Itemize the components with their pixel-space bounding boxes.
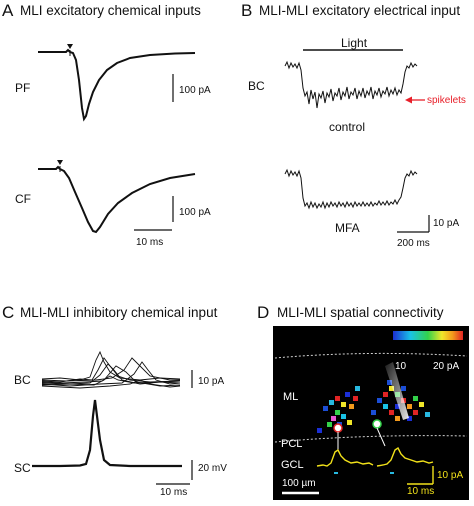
layer-pcl-label: PCL — [281, 438, 303, 450]
stim-marker-1 — [334, 472, 338, 474]
panel-b-title: MLI-MLI excitatory electrical input — [259, 3, 461, 18]
gcl-trace-2 — [376, 446, 434, 467]
panel-c-sc-label: SC — [14, 461, 31, 475]
panel-c-letter: C — [2, 303, 15, 322]
panel-c-voltage-scale-label: 20 mV — [198, 463, 227, 474]
panel-b-time-scale-label: 200 ms — [397, 238, 430, 249]
panel-a-traces — [38, 44, 196, 234]
panel-c-traces — [32, 350, 193, 485]
ml-upper-boundary — [274, 352, 468, 359]
panel-a-pf-label: PF — [15, 81, 31, 95]
pcl-boundary — [274, 435, 468, 443]
panel-b-current-scale-label: 10 pA — [433, 218, 460, 229]
panel-b-spikelets-label: spikelets — [427, 95, 466, 106]
panel-a-scale2-label: 100 pA — [179, 207, 211, 218]
panel-a-scale1-label: 100 pA — [179, 85, 211, 96]
panel-c-title: MLI-MLI inhibitory chemical input — [20, 305, 218, 320]
layer-gcl-label: GCL — [281, 459, 304, 471]
panel-d-letter: D — [257, 303, 270, 322]
panel-a-time-label: 10 ms — [136, 237, 164, 248]
panel-b-traces — [284, 49, 430, 233]
mfa-trace — [284, 168, 418, 210]
panel-a-cf-label: CF — [15, 192, 31, 206]
recorded-cell-2 — [372, 419, 382, 429]
panel-c: C MLI-MLI inhibitory chemical input BC S… — [0, 300, 237, 506]
panel-a-title: MLI excitatory chemical inputs — [20, 3, 201, 18]
panel-b-mfa-label: MFA — [335, 221, 360, 235]
colorbar — [393, 331, 463, 340]
bc-ipsc-traces — [41, 350, 181, 389]
layer-ml-label: ML — [283, 391, 299, 403]
control-trace — [284, 60, 418, 109]
connectivity-map — [273, 326, 469, 500]
panel-b: B MLI-MLI excitatory electrical input Li… — [237, 0, 474, 250]
stim-marker-2 — [390, 472, 394, 474]
panel-b-letter: B — [241, 1, 253, 20]
sc-action-potential — [32, 399, 182, 468]
gcl-trace-1 — [316, 448, 374, 467]
recorded-cell-1 — [333, 423, 343, 433]
cf-stim-arrow — [57, 160, 63, 165]
panel-c-bc-label: BC — [14, 373, 31, 387]
panel-b-light-label: Light — [341, 36, 368, 50]
colorbar-min-label: 10 — [395, 361, 407, 372]
colorbar-max-label: 20 pA — [433, 361, 460, 372]
panel-a: A MLI excitatory chemical inputs PF CF 1… — [0, 0, 237, 250]
cf-trace — [38, 165, 196, 234]
panel-c-current-scale-label: 10 pA — [198, 376, 225, 387]
spatial-scale-label: 100 µm — [282, 478, 316, 489]
panel-a-letter: A — [2, 1, 14, 20]
laser-beam — [385, 362, 409, 420]
pf-trace — [38, 48, 196, 122]
panel-d: D MLI-MLI spatial connectivity — [237, 300, 474, 506]
panel-d-title: MLI-MLI spatial connectivity — [277, 305, 444, 320]
panel-b-bc-label: BC — [248, 79, 265, 93]
d-current-scale-label: 10 pA — [437, 470, 464, 481]
d-time-scale-label: 10 ms — [407, 486, 435, 497]
pf-stim-arrow — [67, 44, 73, 49]
panel-c-time-scale-label: 10 ms — [160, 487, 188, 498]
panel-b-control-label: control — [329, 120, 366, 134]
